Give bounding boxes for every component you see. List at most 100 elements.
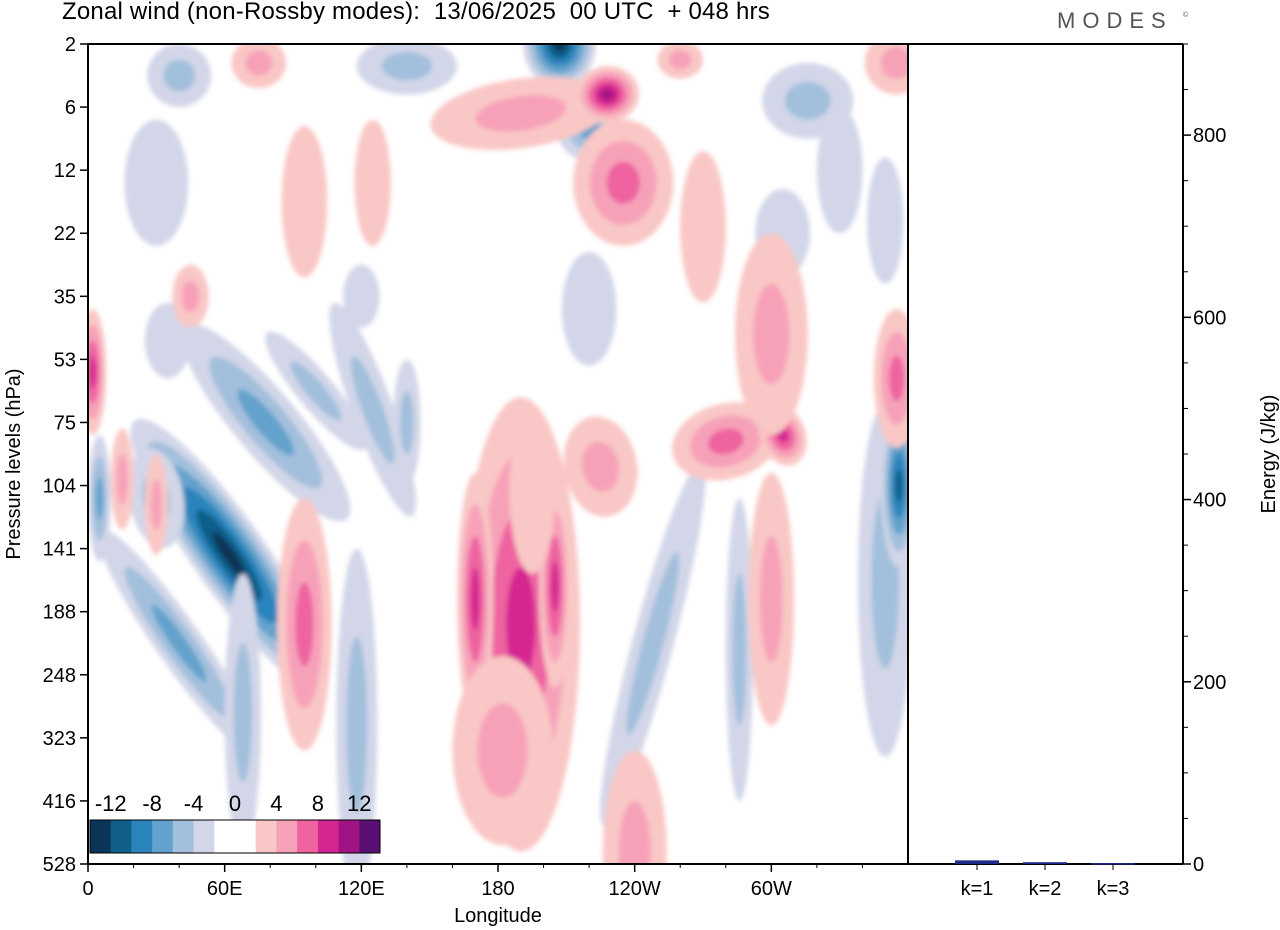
contour-band-42-1 [668, 50, 692, 70]
x-axis-label: Longitude [454, 905, 542, 927]
colorbar-swatch-3 [152, 820, 174, 853]
colorbar-swatch-6 [214, 820, 236, 853]
y-tick-label: 323 [43, 728, 76, 750]
y-axis-label: Pressure levels (hPa) [3, 368, 25, 559]
y-tick-label: 35 [54, 286, 76, 308]
y-tick-label: 2 [65, 34, 76, 56]
contour-band-27-3 [470, 567, 480, 631]
chart-title: Zonal wind (non-Rossby modes): 13/06/202… [62, 0, 770, 25]
y-tick-label: 416 [43, 791, 76, 813]
y-tick-label: 528 [43, 854, 76, 876]
contour-band-49-0 [509, 409, 555, 574]
contour-band-31-1 [618, 800, 651, 864]
x-tick-label: 60E [207, 878, 243, 900]
y-tick-label: 22 [54, 223, 76, 245]
contour-band-46-0 [281, 126, 328, 278]
y-tick-label: 104 [43, 476, 76, 498]
colorbar-frame [89, 819, 381, 854]
colorbar-swatch-0 [90, 820, 112, 853]
contour-band-41-4 [600, 88, 614, 101]
x-tick-label: 0 [82, 878, 93, 900]
colorbar-label: 4 [270, 791, 282, 816]
colorbar: -12 -8 -4 0 4 8 12 [89, 791, 381, 854]
colorbar-swatch-1 [110, 820, 132, 853]
contour-band-13-1 [732, 573, 747, 726]
energy-tick-label: 400 [1193, 490, 1226, 512]
bar-category-label: k=1 [961, 878, 994, 900]
y-tick-label: 53 [54, 349, 76, 371]
contour-band-40-1 [475, 95, 567, 132]
x-tick-label: 180 [481, 878, 514, 900]
contour-band-48-1 [880, 47, 908, 79]
x-tick-label: 120W [609, 878, 661, 900]
energy-bar-k=2 [1023, 862, 1067, 864]
contour-band-23-0 [867, 157, 904, 284]
bar-category-label: k=2 [1029, 878, 1062, 900]
contour-band-11-4 [895, 469, 903, 502]
colorbar-label: -4 [184, 791, 204, 816]
colorbar-label: 0 [229, 791, 241, 816]
energy-tick-label: 800 [1193, 125, 1226, 147]
colorbar-swatch-9 [276, 820, 298, 853]
contour-band-47-1 [245, 50, 273, 76]
contour-band-5-2 [95, 477, 104, 520]
colorbar-swatch-13 [359, 820, 381, 853]
colorbar-swatch-7 [235, 820, 257, 853]
contour-band-45-1 [181, 280, 200, 313]
contour-band-18-1 [785, 81, 831, 120]
y-tick-label: 6 [65, 97, 76, 119]
colorbar-swatch-4 [172, 820, 194, 853]
wind-contours [88, 44, 908, 864]
colorbar-swatch-11 [317, 820, 339, 853]
contour-band-34-2 [707, 428, 744, 455]
contour-band-33-1 [582, 441, 619, 492]
heatmap-panel: 0 60E 120E 180 120W 60W Longitude 2 6 12 22 35 53 75 1… [3, 34, 909, 927]
contour-band-25-0 [144, 302, 191, 379]
contour-band-30-2 [295, 582, 314, 667]
colorbar-swatch-8 [255, 820, 277, 853]
y-tick-label: 248 [43, 665, 76, 687]
bar-category-label: k=3 [1097, 878, 1130, 900]
contour-band-36-2 [889, 355, 905, 402]
contour-band-17-1 [163, 59, 196, 92]
x-tick-label: 60W [751, 878, 792, 900]
y-tick-label: 141 [43, 539, 76, 561]
colorbar-label: 12 [347, 791, 371, 816]
colorbar-label: 8 [312, 791, 324, 816]
contour-band-24-0 [343, 264, 380, 328]
colorbar-label: -12 [95, 791, 127, 816]
colorbar-label: -8 [142, 791, 162, 816]
contour-band-32-1 [759, 536, 783, 663]
energy-axis-label: Energy (J/kg) [1258, 395, 1280, 514]
contour-band-37-3 [89, 356, 96, 388]
contour-band-19-0 [124, 119, 189, 246]
brand-logo: MODES [1057, 8, 1173, 33]
contour-band-43-1 [116, 454, 128, 505]
contour-band-39-2 [606, 161, 640, 204]
colorbar-swatch-5 [193, 820, 215, 853]
colorbar-swatch-10 [297, 820, 319, 853]
energy-bar-k=3 [1091, 863, 1135, 865]
contour-band-12-1 [626, 551, 680, 735]
y-tick-label: 75 [54, 412, 76, 434]
contour-band-3-1 [290, 361, 342, 421]
contour-band-50-0 [680, 151, 726, 303]
colorbar-swatch-2 [131, 820, 153, 853]
contour-band-38-1 [753, 283, 790, 385]
contour-band-21-0 [561, 252, 617, 366]
contour-band-9-1 [400, 391, 414, 454]
energy-tick-label: 200 [1193, 672, 1226, 694]
y-tick-label: 188 [43, 602, 76, 624]
contour-band-20-0 [816, 107, 863, 234]
wind-field [88, 44, 908, 864]
contour-band-2-2 [237, 389, 294, 456]
brand-copyright-mark: © [1183, 12, 1189, 19]
energy-bar-panel: 0 200 400 600 800 Energy (J/kg) k=1 k=2 k=3 [908, 43, 1280, 900]
contour-band-16-1 [381, 51, 432, 81]
contour-band-14-5 [553, 44, 566, 52]
contour-band-6-1 [233, 643, 252, 782]
contour-band-29-1 [477, 703, 528, 798]
energy-bar-k=1 [955, 860, 999, 864]
energy-tick-label: 0 [1193, 854, 1204, 876]
contour-band-8-1 [350, 356, 395, 464]
